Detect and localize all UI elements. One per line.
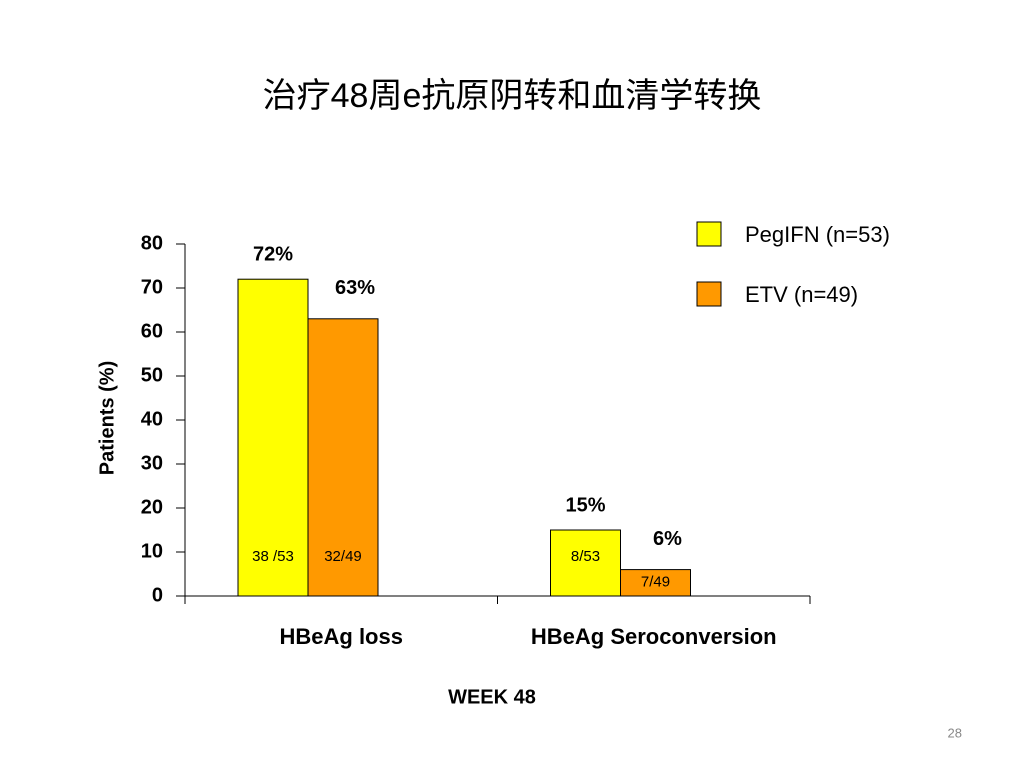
value-label: 72% — [253, 243, 293, 265]
bar — [307, 318, 379, 597]
count-label: 32/49 — [324, 548, 362, 565]
legend-label: ETV (n=49) — [745, 282, 858, 307]
legend-swatch — [696, 281, 722, 307]
count-label: 38 /53 — [252, 548, 294, 565]
y-tick-label: 60 — [141, 320, 163, 342]
page-number: 28 — [948, 725, 962, 740]
x-axis-label: WEEK 48 — [448, 686, 536, 708]
value-label: 15% — [565, 494, 605, 516]
y-tick-label: 80 — [141, 232, 163, 254]
legend-label: PegIFN (n=53) — [745, 222, 890, 247]
count-label: 8/53 — [571, 548, 600, 565]
y-tick-label: 30 — [141, 452, 163, 474]
count-label: 7/49 — [641, 574, 670, 591]
value-label: 6% — [653, 528, 682, 550]
y-tick-label: 10 — [141, 540, 163, 562]
y-axis-label: Patients (%) — [96, 361, 118, 475]
bar — [620, 569, 691, 597]
x-tick-label: HBeAg loss — [280, 624, 403, 649]
legend-swatch — [696, 221, 722, 247]
x-tick-label: HBeAg Seroconversion — [531, 624, 777, 649]
y-tick-label: 50 — [141, 364, 163, 386]
value-label: 63% — [335, 277, 375, 299]
y-tick-label: 20 — [141, 496, 163, 518]
y-tick-label: 70 — [141, 276, 163, 298]
chart-title: 治疗48周e抗原阴转和血清学转换 — [263, 77, 762, 115]
bar — [550, 529, 621, 597]
y-tick-label: 0 — [152, 584, 163, 606]
y-tick-label: 40 — [141, 408, 163, 430]
